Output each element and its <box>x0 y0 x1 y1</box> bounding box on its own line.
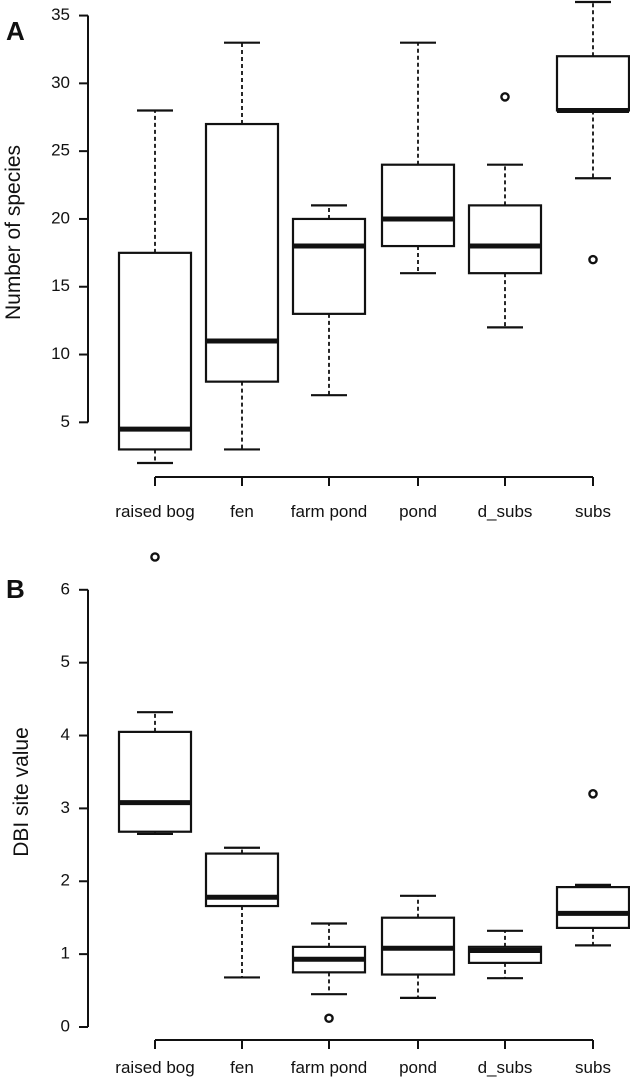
box-raised-bog <box>117 552 193 835</box>
box-farm-pond <box>291 204 367 397</box>
box-fen <box>204 846 280 979</box>
category-label: pond <box>399 1058 437 1077</box>
category-label: pond <box>399 502 437 521</box>
box-fen <box>204 41 280 451</box>
panel-letter: B <box>6 574 25 604</box>
y-tick-label: 0 <box>61 1016 70 1035</box>
iqr-box <box>117 251 193 451</box>
y-axis-label: Number of species <box>2 145 25 320</box>
y-tick-label: 2 <box>61 871 70 890</box>
outlier-point <box>588 789 598 799</box>
y-tick-label: 6 <box>61 579 70 598</box>
y-tick-label: 5 <box>61 412 70 431</box>
category-label: farm pond <box>291 1058 368 1077</box>
panel-b: B DBI site value 0 1 2 3 4 5 6 raised bog fen farm … <box>6 552 630 1077</box>
box-farm-pond <box>291 922 367 1024</box>
box-subs <box>555 789 630 947</box>
y-tick-label: 5 <box>61 652 70 671</box>
box-raised-bog <box>117 109 193 465</box>
y-tick-label: 25 <box>51 141 70 160</box>
outlier-point <box>324 1013 334 1024</box>
category-label: d_subs <box>478 502 533 521</box>
category-label: subs <box>575 1058 611 1077</box>
iqr-box <box>467 204 543 275</box>
y-tick-label: 30 <box>51 73 70 92</box>
iqr-box <box>555 55 630 112</box>
panel-a: A Number of species 5 10 15 20 25 30 35 raised bo… <box>2 0 630 521</box>
box-d_subs <box>467 92 543 329</box>
y-axis-label: DBI site value <box>10 727 33 857</box>
outlier-point <box>150 552 160 562</box>
y-tick-label: 1 <box>61 944 70 963</box>
y-tick-label: 35 <box>51 5 70 24</box>
y-tick-label: 4 <box>61 725 70 744</box>
category-label: farm pond <box>291 502 368 521</box>
category-label: raised bog <box>115 502 194 521</box>
box-subs <box>555 0 630 265</box>
y-tick-label: 3 <box>61 798 70 817</box>
iqr-box <box>291 217 367 315</box>
panel-letter: A <box>6 16 25 46</box>
box-pond <box>380 41 456 275</box>
iqr-box <box>117 730 193 833</box>
y-tick-label: 20 <box>51 208 70 227</box>
category-label: d_subs <box>478 1058 533 1077</box>
outlier-point <box>500 92 510 102</box>
box-pond <box>380 894 456 999</box>
category-label: subs <box>575 502 611 521</box>
outlier-point <box>588 254 598 265</box>
iqr-box <box>555 885 630 929</box>
category-label: fen <box>230 502 254 521</box>
category-label: raised bog <box>115 1058 194 1077</box>
y-tick-label: 10 <box>51 344 70 363</box>
category-label: fen <box>230 1058 254 1077</box>
y-tick-label: 15 <box>51 276 70 295</box>
box-d_subs <box>467 929 543 980</box>
iqr-box <box>380 163 456 248</box>
